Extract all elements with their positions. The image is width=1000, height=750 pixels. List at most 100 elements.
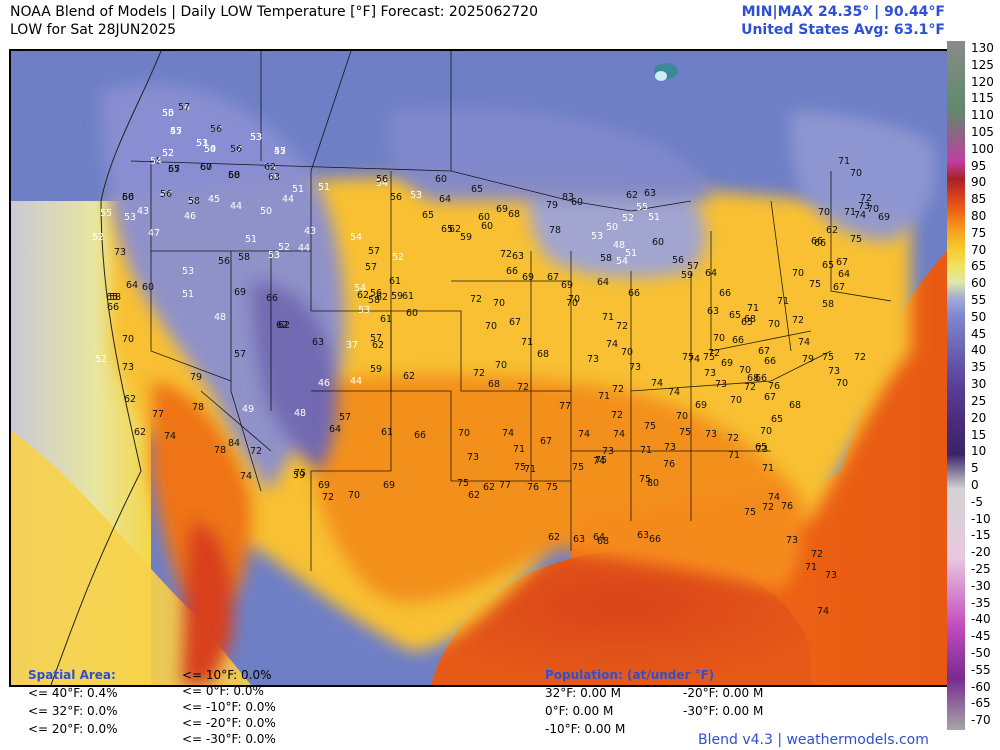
- population-item: -10°F: 0.00 M: [545, 722, 626, 736]
- gulf-of-mexico: [431, 551, 811, 685]
- colorbar-tick-label: -20: [971, 545, 991, 560]
- station-temp-label: 62: [276, 320, 288, 331]
- station-temp-label: 62: [357, 290, 369, 301]
- colorbar-tick-label: 90: [971, 175, 987, 190]
- station-temp-label: 55: [100, 208, 112, 219]
- station-temp-label: 65: [441, 224, 453, 235]
- station-temp-label: 59: [460, 232, 472, 243]
- station-temp-label: 50: [162, 108, 174, 119]
- station-temp-label: 70: [493, 298, 505, 309]
- station-temp-label: 52: [230, 144, 242, 155]
- population-item: 32°F: 0.00 M: [545, 686, 621, 700]
- station-temp-label: 76: [527, 482, 539, 493]
- colorbar-tick-label: 125: [971, 57, 994, 72]
- station-temp-label: 63: [312, 337, 324, 348]
- station-temp-label: 72: [322, 492, 334, 503]
- station-temp-label: 58: [368, 295, 380, 306]
- colorbar-tick-label: 115: [971, 91, 994, 106]
- station-temp-label: 65: [822, 260, 834, 271]
- station-temp-label: 53: [264, 162, 276, 173]
- station-temp-label: 44: [282, 194, 294, 205]
- station-temp-label: 56: [672, 255, 684, 266]
- colorbar-tick-label: 30: [971, 377, 987, 392]
- station-temp-label: 67: [547, 272, 559, 283]
- station-temp-label: 73: [704, 368, 716, 379]
- station-temp-label: 70: [836, 378, 848, 389]
- station-temp-label: 71: [521, 337, 533, 348]
- station-temp-label: 49: [242, 404, 254, 415]
- station-temp-label: 77: [559, 401, 571, 412]
- population-item: -30°F: 0.00 M: [683, 704, 764, 718]
- station-temp-label: 37: [346, 340, 358, 351]
- station-temp-label: 66: [649, 534, 661, 545]
- station-temp-label: 75: [514, 462, 526, 473]
- station-temp-label: 70: [458, 428, 470, 439]
- station-temp-label: 62: [449, 224, 461, 235]
- station-temp-label: 75: [682, 352, 694, 363]
- station-temp-label: 45: [208, 194, 220, 205]
- station-temp-label: 70: [768, 319, 780, 330]
- station-temp-label: 73: [705, 429, 717, 440]
- station-temp-label: 53: [124, 212, 136, 223]
- station-temp-label: 71: [728, 450, 740, 461]
- station-temp-label: 72: [860, 193, 872, 204]
- station-temp-label: 70: [676, 411, 688, 422]
- station-temp-label: 62: [548, 532, 560, 543]
- station-temp-label: 62: [483, 482, 495, 493]
- station-temp-label: 60: [228, 170, 240, 181]
- station-temp-label: 75: [809, 279, 821, 290]
- station-temp-label: 62: [468, 490, 480, 501]
- station-temp-label: 55: [636, 202, 648, 213]
- station-temp-label: 75: [457, 478, 469, 489]
- station-temp-label: 66: [414, 430, 426, 441]
- colorbar-tick-label: -35: [971, 595, 991, 610]
- station-temp-label: 54: [616, 256, 628, 267]
- station-temp-label: 73: [587, 354, 599, 365]
- station-temp-label: 66: [755, 373, 767, 384]
- station-temp-label: 58: [600, 253, 612, 264]
- station-temp-label: 60: [571, 197, 583, 208]
- station-temp-label: 68: [488, 379, 500, 390]
- station-temp-label: 54: [354, 283, 366, 294]
- colorbar-tick-label: -70: [971, 713, 991, 728]
- station-temp-label: 65: [755, 442, 767, 453]
- station-temp-label: 74: [502, 428, 514, 439]
- station-temp-label: 73: [715, 379, 727, 390]
- station-temp-label: 64: [126, 280, 138, 291]
- colorbar-tick-label: -40: [971, 612, 991, 627]
- station-temp-label: 75: [822, 352, 834, 363]
- station-temp-label: 72: [708, 348, 720, 359]
- station-temp-label: 79: [546, 200, 558, 211]
- station-temp-label: 66: [732, 335, 744, 346]
- station-temp-label: 63: [512, 251, 524, 262]
- station-temp-label: 67: [764, 392, 776, 403]
- station-temp-label: 75: [595, 455, 607, 466]
- station-temp-label: 74: [593, 456, 605, 467]
- station-temp-label: 84: [228, 438, 240, 449]
- map-title: NOAA Blend of Models | Daily LOW Tempera…: [10, 4, 538, 20]
- station-temp-label: 50: [260, 206, 272, 217]
- colorbar-tick-label: 130: [971, 41, 994, 55]
- colorbar-tick-label: 85: [971, 192, 987, 207]
- station-temp-label: 67: [836, 257, 848, 268]
- station-temp-label: 57: [178, 102, 190, 113]
- station-temp-label: 70: [621, 347, 633, 358]
- station-temp-label: 54: [376, 178, 388, 189]
- station-temp-label: 69: [522, 272, 534, 283]
- station-temp-label: 56: [218, 256, 230, 267]
- station-temp-label: 69: [496, 204, 508, 215]
- station-temp-label: 57: [339, 412, 351, 423]
- map-subtitle: LOW for Sat 28JUN2025: [10, 22, 177, 38]
- station-temp-label: 58: [109, 292, 121, 303]
- station-temp-label: 70: [485, 321, 497, 332]
- station-temp-label: 60: [142, 282, 154, 293]
- us-average-readout: United States Avg: 63.1°F: [741, 22, 945, 38]
- station-temp-label: 75: [644, 421, 656, 432]
- station-temp-label: 62: [626, 190, 638, 201]
- station-temp-label: 53: [410, 190, 422, 201]
- station-temp-label: 71: [777, 296, 789, 307]
- station-temp-label: 72: [727, 433, 739, 444]
- station-temp-label: 79: [190, 372, 202, 383]
- station-temp-label: 51: [625, 248, 637, 259]
